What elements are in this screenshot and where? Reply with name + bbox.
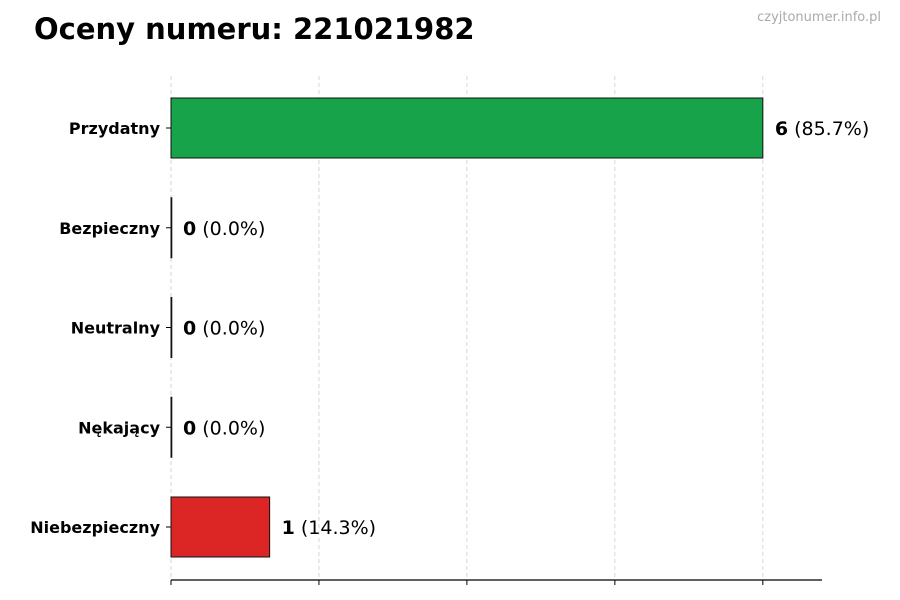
category-label: Nękający xyxy=(78,418,160,437)
watermark: czyjtonumer.info.pl xyxy=(757,10,881,25)
bar xyxy=(170,97,764,159)
value-label: 6 (85.7%) xyxy=(775,118,869,140)
category-label: Niebezpieczny xyxy=(30,518,160,537)
bar xyxy=(170,496,271,558)
category-label: Bezpieczny xyxy=(59,219,160,238)
category-label: Neutralny xyxy=(71,319,161,338)
value-label: 1 (14.3%) xyxy=(282,517,376,539)
value-label: 0 (0.0%) xyxy=(183,218,265,240)
value-label: 0 (0.0%) xyxy=(183,417,265,439)
bar xyxy=(170,396,173,458)
category-label: Przydatny xyxy=(69,119,161,138)
value-count: 0 xyxy=(183,218,196,240)
value-percent: (0.0%) xyxy=(196,218,265,240)
value-count: 0 xyxy=(183,417,196,439)
value-label: 0 (0.0%) xyxy=(183,318,265,340)
bar xyxy=(170,297,173,358)
value-count: 0 xyxy=(183,318,196,340)
value-count: 6 xyxy=(775,118,788,140)
value-percent: (0.0%) xyxy=(196,318,265,340)
value-percent: (0.0%) xyxy=(196,417,265,439)
chart-title: Oceny numeru: 221021982 xyxy=(34,12,475,46)
bar xyxy=(170,197,173,259)
value-percent: (85.7%) xyxy=(788,118,869,140)
value-count: 1 xyxy=(282,517,295,539)
value-percent: (14.3%) xyxy=(295,517,376,539)
